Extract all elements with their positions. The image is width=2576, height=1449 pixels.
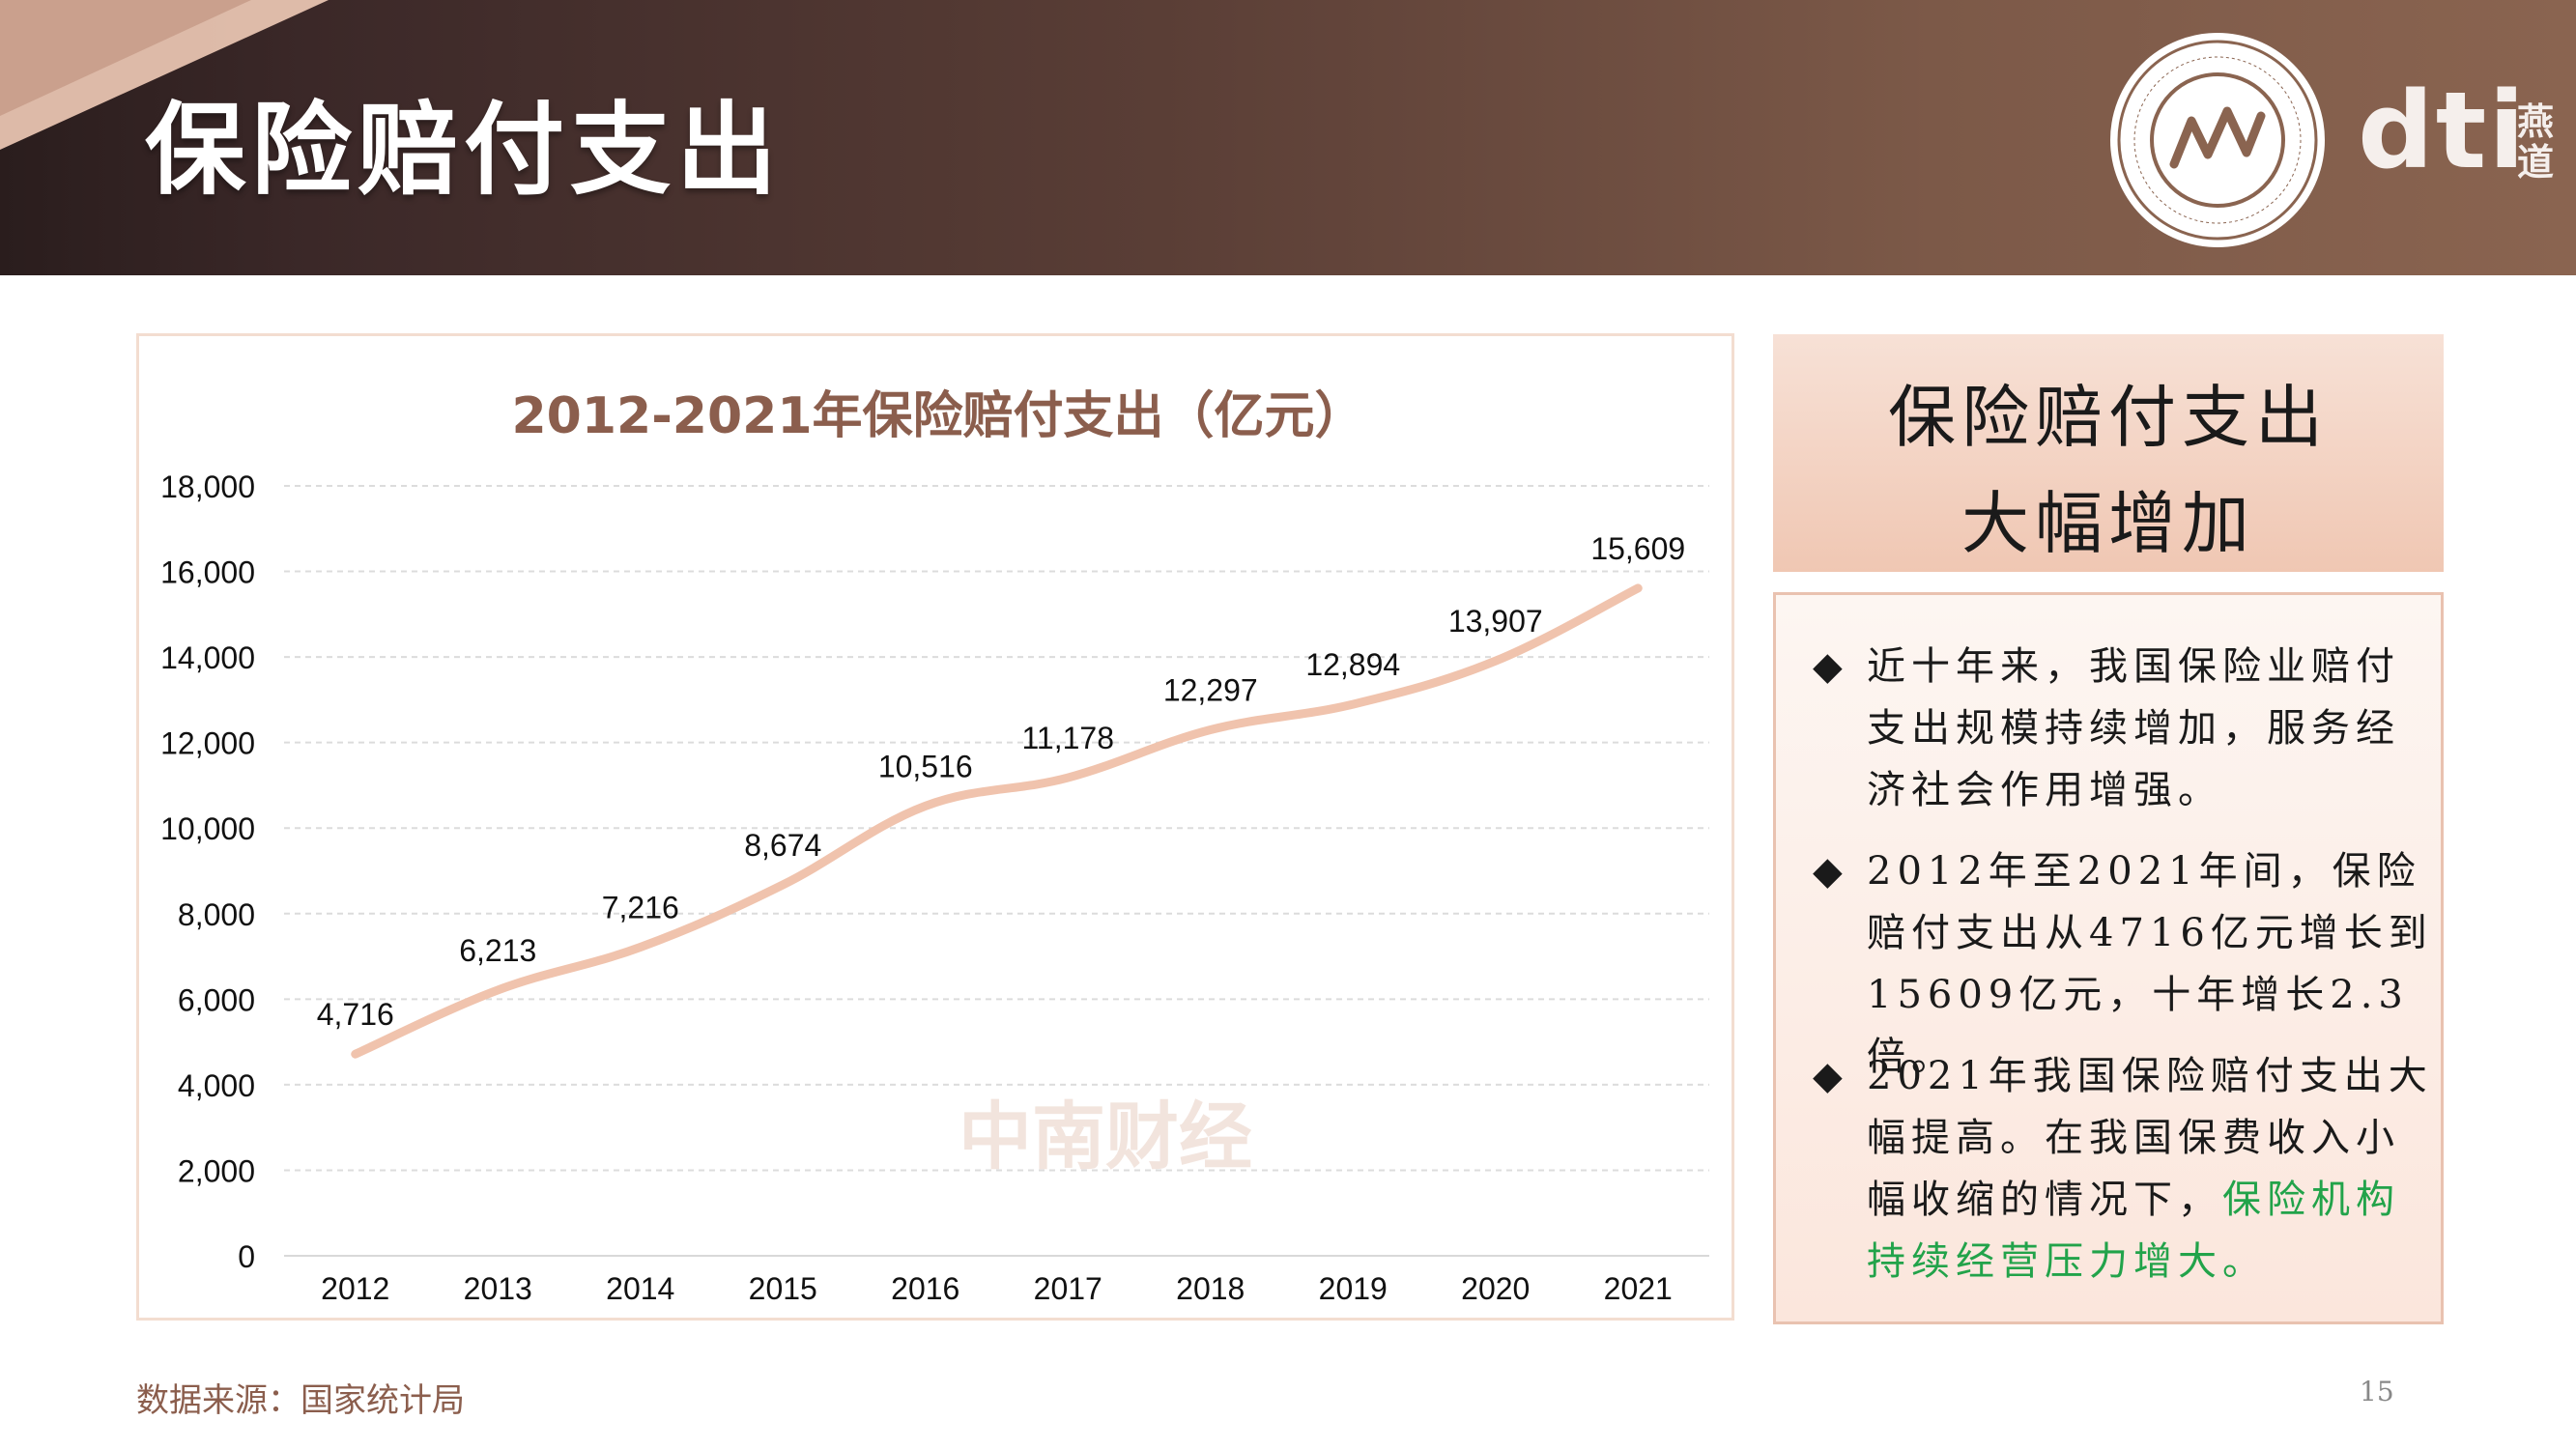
diamond-bullet-icon: ◆ [1813, 1054, 1848, 1098]
x-tick-label: 2019 [1319, 1271, 1388, 1306]
chart-title: 2012-2021年保险赔付支出（亿元） [511, 387, 1365, 445]
x-tick-label: 2012 [321, 1271, 389, 1306]
bullet-text: 2021年我国保险赔付支出大幅提高。在我国保费收入小幅收缩的情况下，保险机构持续… [1867, 1045, 2437, 1293]
data-point [1351, 702, 1356, 707]
x-tick-label: 2017 [1034, 1271, 1102, 1306]
bullet-text-highlight: 保险机构持续经营压力增大。 [1867, 1178, 2400, 1284]
data-label: 15,609 [1590, 531, 1685, 566]
data-point [1066, 776, 1071, 781]
x-tick-label: 2015 [749, 1271, 817, 1306]
data-label: 13,907 [1448, 604, 1543, 639]
data-label: 12,297 [1163, 673, 1258, 708]
y-tick-label: 0 [238, 1239, 255, 1274]
y-tick-label: 2,000 [178, 1153, 255, 1188]
data-label: 6,213 [459, 933, 536, 968]
brand-logo-cn: 燕道 [2517, 100, 2555, 184]
x-tick-label: 2013 [464, 1271, 532, 1306]
y-tick-label: 18,000 [160, 469, 255, 504]
data-point [923, 804, 928, 809]
data-point [1493, 659, 1498, 664]
x-tick-label: 2016 [891, 1271, 959, 1306]
bullet-text: 近十年来，我国保险业赔付支出规模持续增加，服务经济社会作用增强。 [1867, 644, 2400, 812]
diamond-bullet-icon: ◆ [1813, 849, 1848, 894]
brand-logo-text: dti [2358, 69, 2528, 192]
data-source: 数据来源：国家统计局 [136, 1381, 465, 1420]
x-tick-label: 2018 [1176, 1271, 1245, 1306]
header-corner-accent-inner [0, 0, 251, 116]
data-label: 11,178 [1022, 721, 1115, 755]
series-line [351, 583, 1643, 1059]
data-point [638, 945, 643, 950]
page-number: 15 [2360, 1376, 2394, 1407]
y-tick-label: 6,000 [178, 982, 255, 1017]
data-point [353, 1052, 358, 1057]
summary-header: 保险赔付支出 大幅增加 [1773, 334, 2444, 572]
y-tick-label: 12,000 [160, 726, 255, 761]
data-label: 4,716 [317, 997, 394, 1032]
bullet-text-plain: 2021年我国保险赔付支出大幅提高。在我国保费收入小幅收缩的情况下， [1867, 1054, 2433, 1222]
data-label: 12,894 [1305, 647, 1400, 682]
page-title: 保险赔付支出 [145, 91, 784, 209]
research-center-seal-logo [2110, 33, 2325, 247]
diamond-bullet-icon: ◆ [1813, 644, 1848, 689]
data-label: 8,674 [744, 828, 821, 863]
data-point [496, 987, 501, 992]
data-point [1208, 727, 1213, 732]
y-tick-label: 14,000 [160, 640, 255, 675]
y-tick-label: 16,000 [160, 555, 255, 590]
x-tick-label: 2021 [1604, 1271, 1673, 1306]
line-chart: 0 2,000 4,000 6,000 8,000 10,000 12,000 14,000 1… [160, 469, 1709, 1306]
summary-header-line2: 大幅增加 [1961, 484, 2255, 563]
y-tick-label: 10,000 [160, 811, 255, 846]
x-tick-label: 2020 [1461, 1271, 1530, 1306]
chart-panel: 2012-2021年保险赔付支出（亿元） 0 2,000 4,000 6,000 8,0… [136, 333, 1734, 1321]
y-tick-label: 8,000 [178, 897, 255, 932]
data-point [1636, 585, 1641, 590]
data-label: 7,216 [602, 890, 679, 924]
x-tick-label: 2014 [606, 1271, 674, 1306]
watermark: 中南财经 [959, 1094, 1252, 1179]
bullet-text: 2012年至2021年间，保险赔付支出从4716亿元增长到15609亿元，十年增… [1867, 849, 2433, 1079]
y-tick-label: 4,000 [178, 1068, 255, 1103]
data-label: 10,516 [878, 749, 973, 783]
data-point [781, 882, 786, 887]
summary-header-line1: 保险赔付支出 [1888, 378, 2329, 457]
summary-body: ◆ 近十年来，我国保险业赔付支出规模持续增加，服务经济社会作用增强。 ◆ 201… [1773, 592, 2444, 1324]
